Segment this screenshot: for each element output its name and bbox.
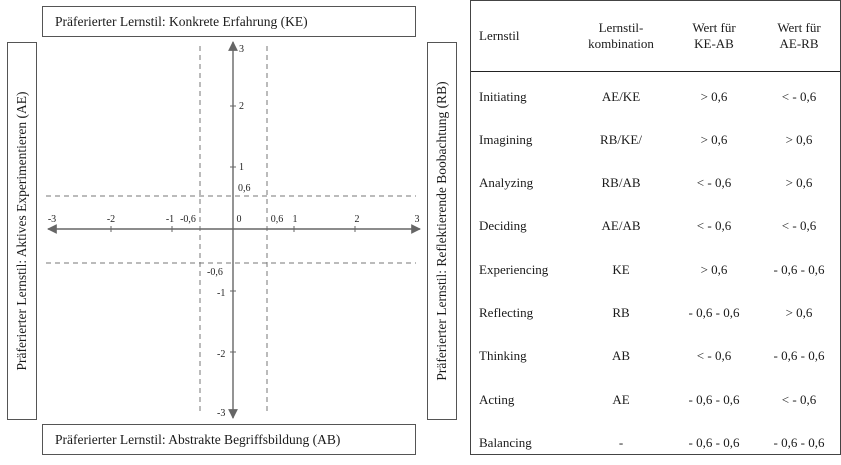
x-tick-label: 1 [293,214,298,225]
table-row: Acting AE - 0,6 - 0,6 < - 0,6 [471,378,840,421]
table-cell: - 0,6 - 0,6 [773,261,825,277]
x-tick-label: -0,6 [180,214,196,225]
table-header: Lernstil Lernstil- kombination Wert für … [471,1,840,72]
x-tick-label: 0 [237,214,242,225]
coordinate-diagram: -3 -2 -1 -0,6 0 0,6 1 2 3 3 2 1 0,6 -0,6… [46,41,421,419]
table-cell: AB [611,348,631,364]
table-cell: AE/KE [601,88,641,104]
y-tick-label: -0,6 [207,267,223,278]
table-cell: AE [612,391,630,407]
table-cell: Deciding [479,218,527,234]
table-cell: Acting [479,391,515,407]
table-row: Experiencing KE > 0,6 - 0,6 - 0,6 [471,248,840,291]
x-tick-label: 3 [415,214,420,225]
table-cell: < - 0,6 [781,391,817,407]
table-cell: AE/AB [601,218,641,234]
table-cell: > 0,6 [785,305,813,321]
table-cell: > 0,6 [700,261,728,277]
table-cell: - 0,6 - 0,6 [773,348,825,364]
table-cell: - 0,6 - 0,6 [688,391,740,407]
table-cell: < - 0,6 [781,218,817,234]
header-cell: Lernstil [479,27,520,43]
table-row: Initiating AE/KE > 0,6 < - 0,6 [471,75,840,118]
table-cell: Reflecting [479,305,534,321]
x-tick-label: -3 [48,214,56,225]
table-cell: > 0,6 [700,131,728,147]
table-cell: > 0,6 [785,175,813,191]
table-cell: < - 0,6 [781,88,817,104]
table-cell: RB [612,305,630,321]
table-cell: - 0,6 - 0,6 [773,434,825,450]
table-row: Analyzing RB/AB < - 0,6 > 0,6 [471,162,840,205]
x-tick-label: -1 [166,214,174,225]
bottom-label: Präferierter Lernstil: Abstrakte Begriff… [55,431,341,447]
table-cell: - 0,6 - 0,6 [688,305,740,321]
y-tick-label: -3 [217,408,225,419]
x-tick-label: 2 [355,214,360,225]
x-tick-label: 0,6 [271,214,284,225]
learning-style-table: Lernstil Lernstil- kombination Wert für … [470,0,841,455]
y-tick-label: 3 [239,44,244,55]
table-cell: Imagining [479,131,533,147]
y-tick-label: -2 [217,349,225,360]
table-cell: < - 0,6 [696,218,732,234]
x-tick-label: -2 [107,214,115,225]
table-row: Thinking AB < - 0,6 - 0,6 - 0,6 [471,335,840,378]
table-cell: Analyzing [479,175,534,191]
table-cell: RB/KE/ [600,131,642,147]
top-label-box: Präferierter Lernstil: Konkrete Erfahrun… [42,6,416,37]
table-cell: Initiating [479,88,527,104]
table-cell: < - 0,6 [696,175,732,191]
table-cell: - 0,6 - 0,6 [688,434,740,450]
table-cell: Balancing [479,434,532,450]
right-label-box: Präferierter Lernstil: Reflektierende Bo… [427,42,457,420]
header-cell: Lernstil- kombination [588,19,654,51]
table-cell: Experiencing [479,261,549,277]
table-cell: RB/AB [601,175,641,191]
table-cell: KE [612,261,630,277]
y-tick-label: 1 [239,162,244,173]
table-row: Imagining RB/KE/ > 0,6 > 0,6 [471,118,840,161]
header-cell: Wert für KE-AB [692,19,736,51]
table-cell: - [618,434,624,450]
table-cell: < - 0,6 [696,348,732,364]
table-cell: > 0,6 [700,88,728,104]
y-tick-label: 0,6 [238,183,251,194]
table-row: Reflecting RB - 0,6 - 0,6 > 0,6 [471,292,840,335]
y-tick-label: -1 [217,288,225,299]
table-row: Deciding AE/AB < - 0,6 < - 0,6 [471,205,840,248]
header-cell: Wert für AE-RB [777,19,821,51]
table-cell: > 0,6 [785,131,813,147]
left-label-box: Präferierter Lernstil: Aktives Experimen… [7,42,37,420]
y-tick-label: 2 [239,101,244,112]
table-cell: Thinking [479,348,527,364]
top-label: Präferierter Lernstil: Konkrete Erfahrun… [55,13,308,29]
table-row: Balancing - - 0,6 - 0,6 - 0,6 - 0,6 [471,421,840,464]
